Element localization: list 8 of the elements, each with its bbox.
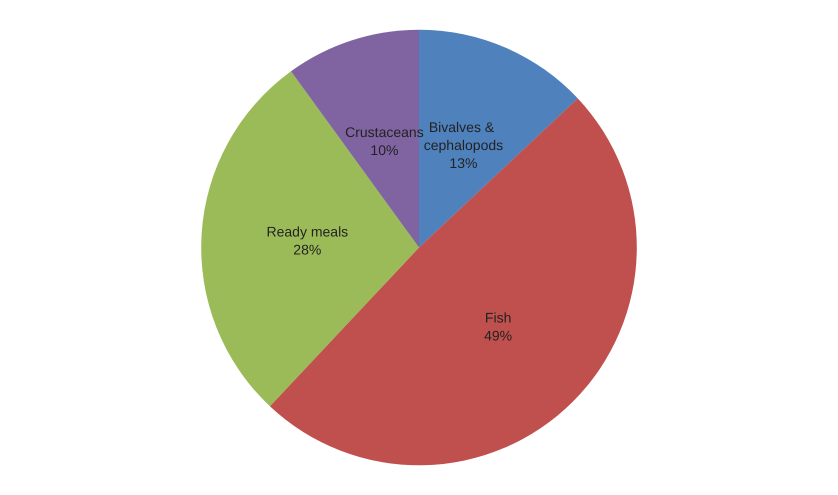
slice-label: Crustaceans [345,124,424,140]
data-label: 49% [484,328,512,344]
slice-label: Ready meals [266,223,348,240]
slice-label: Fish [484,310,512,326]
data-label: 10% [370,142,398,158]
data-label: 13% [449,154,478,171]
slice-label: Bivalves & cephalopods [424,118,504,153]
data-label: 28% [293,241,322,258]
